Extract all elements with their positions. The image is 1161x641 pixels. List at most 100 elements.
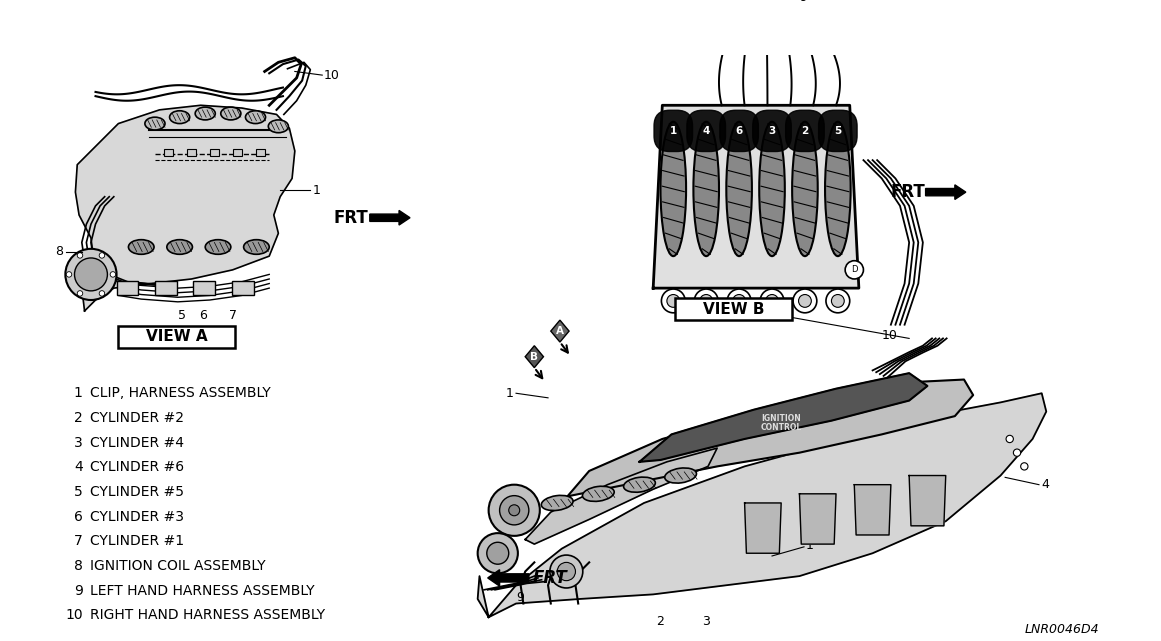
Circle shape [99, 290, 104, 296]
Circle shape [727, 289, 751, 313]
Circle shape [793, 289, 817, 313]
Circle shape [74, 258, 108, 291]
Polygon shape [744, 503, 781, 553]
Text: 5: 5 [179, 309, 187, 322]
Circle shape [477, 533, 518, 573]
Text: 10: 10 [324, 69, 340, 81]
Bar [187, 149, 196, 156]
Ellipse shape [129, 240, 154, 254]
Text: 2: 2 [801, 126, 808, 136]
Polygon shape [654, 105, 859, 288]
Bar [116, 281, 138, 296]
Text: 10: 10 [881, 329, 897, 342]
Circle shape [1007, 435, 1014, 443]
Polygon shape [640, 373, 928, 462]
Text: VIEW B: VIEW B [702, 302, 764, 317]
Text: CYLINDER #3: CYLINDER #3 [91, 510, 185, 524]
Text: 6: 6 [735, 126, 743, 136]
Text: 4: 4 [702, 126, 709, 136]
Circle shape [550, 555, 583, 588]
Text: 1: 1 [505, 387, 513, 400]
Circle shape [110, 272, 116, 277]
Text: IGNITION COIL ASSEMBLY: IGNITION COIL ASSEMBLY [91, 559, 266, 573]
Bar [154, 281, 176, 296]
Text: LNR0046D4: LNR0046D4 [1025, 622, 1099, 636]
Ellipse shape [541, 495, 574, 510]
Circle shape [845, 261, 864, 279]
Text: D: D [851, 265, 858, 274]
Circle shape [66, 272, 72, 277]
Ellipse shape [145, 117, 165, 130]
Ellipse shape [792, 122, 817, 256]
Polygon shape [525, 448, 717, 544]
Circle shape [666, 294, 679, 307]
Text: 3: 3 [74, 436, 82, 449]
Circle shape [760, 289, 784, 313]
Ellipse shape [221, 107, 240, 120]
Bar [210, 149, 219, 156]
Text: 1: 1 [312, 184, 320, 197]
Circle shape [662, 289, 685, 313]
Circle shape [65, 249, 116, 300]
Bar [232, 149, 241, 156]
FancyBboxPatch shape [118, 326, 236, 347]
Ellipse shape [167, 240, 193, 254]
Ellipse shape [205, 240, 231, 254]
Text: RIGHT HAND HARNESS ASSEMBLY: RIGHT HAND HARNESS ASSEMBLY [91, 608, 325, 622]
Polygon shape [562, 379, 973, 503]
Ellipse shape [195, 107, 215, 120]
FancyBboxPatch shape [675, 298, 792, 320]
Circle shape [825, 289, 850, 313]
Circle shape [1014, 449, 1021, 456]
Circle shape [700, 294, 713, 307]
Text: B: B [531, 352, 539, 362]
Text: 3: 3 [702, 615, 711, 628]
Ellipse shape [661, 122, 686, 256]
Text: 9: 9 [517, 590, 525, 604]
Ellipse shape [665, 468, 697, 483]
Ellipse shape [623, 477, 655, 492]
Text: CYLINDER #1: CYLINDER #1 [91, 535, 185, 548]
Polygon shape [477, 394, 1046, 617]
Text: 3: 3 [769, 126, 776, 136]
Text: IGNITION: IGNITION [762, 414, 801, 423]
Text: 2: 2 [657, 615, 664, 628]
Text: 8: 8 [771, 307, 779, 320]
Circle shape [1021, 463, 1027, 470]
Text: 8: 8 [74, 559, 82, 573]
Text: 10: 10 [65, 608, 82, 622]
Text: VIEW A: VIEW A [146, 329, 208, 344]
Bar [194, 281, 215, 296]
Ellipse shape [727, 122, 752, 256]
Text: 1: 1 [74, 387, 82, 400]
Polygon shape [854, 485, 890, 535]
Text: 8: 8 [56, 245, 64, 258]
Text: A: A [556, 326, 564, 336]
Ellipse shape [693, 122, 719, 256]
Text: CYLINDER #5: CYLINDER #5 [91, 485, 185, 499]
Ellipse shape [245, 111, 266, 124]
Text: LEFT HAND HARNESS ASSEMBLY: LEFT HAND HARNESS ASSEMBLY [91, 584, 315, 597]
Text: CYLINDER #6: CYLINDER #6 [91, 460, 185, 474]
Text: CYLINDER #4: CYLINDER #4 [91, 436, 185, 449]
Text: FRT: FRT [533, 569, 568, 587]
Polygon shape [75, 105, 295, 311]
Circle shape [509, 504, 520, 516]
Text: 9: 9 [74, 584, 82, 597]
Text: 7: 7 [74, 535, 82, 548]
Text: 5: 5 [835, 126, 842, 136]
Circle shape [799, 294, 812, 307]
Ellipse shape [583, 487, 614, 501]
Text: 1: 1 [806, 540, 814, 553]
Text: 6: 6 [74, 510, 82, 524]
Bar [164, 149, 173, 156]
Text: 4: 4 [74, 460, 82, 474]
Circle shape [78, 290, 82, 296]
Ellipse shape [759, 122, 785, 256]
Text: 7: 7 [229, 309, 237, 322]
Text: 6: 6 [200, 309, 208, 322]
Ellipse shape [170, 111, 189, 124]
Circle shape [489, 485, 540, 536]
Text: CYLINDER #2: CYLINDER #2 [91, 411, 185, 425]
Circle shape [765, 294, 778, 307]
